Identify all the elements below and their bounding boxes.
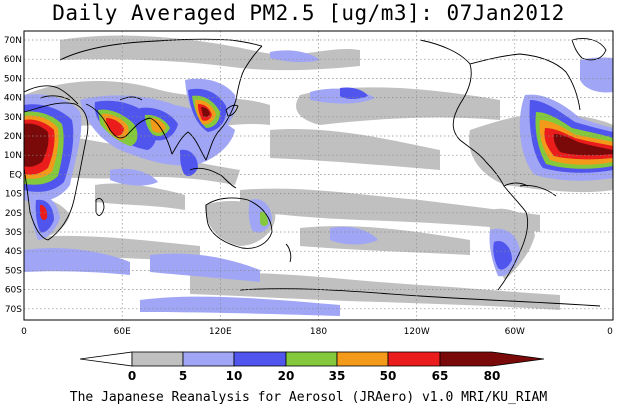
colorbar-segment-6 <box>387 351 441 367</box>
lat-label: 50N <box>4 74 22 84</box>
lon-label: 60W <box>505 327 525 337</box>
lat-label: 20S <box>5 209 22 219</box>
colorbar-segment-1 <box>131 351 184 367</box>
lon-label: 180 <box>310 327 327 337</box>
lon-label: 60E <box>114 327 131 337</box>
colorbar-segment-4 <box>285 351 338 367</box>
colorbar-labels: 0 5 10 20 35 50 65 80 <box>128 369 501 383</box>
lon-label: 0 <box>607 327 613 337</box>
lat-label: 60S <box>5 286 22 296</box>
colorbar-label: 50 <box>380 369 397 383</box>
colorbar-segment-5 <box>336 351 389 367</box>
lat-label: 50S <box>5 266 22 276</box>
colorbar-label: 0 <box>128 369 136 383</box>
lat-label: 40S <box>5 247 22 257</box>
lat-label: 10S <box>5 190 22 200</box>
lon-label: 0 <box>21 327 27 337</box>
colorbar-segment-2 <box>182 351 235 367</box>
colorbar-label: 5 <box>179 369 187 383</box>
lon-label: 120E <box>209 327 232 337</box>
colorbar-label: 10 <box>226 369 243 383</box>
pm25-shading <box>24 35 613 316</box>
colorbar-label: 80 <box>484 369 501 383</box>
lat-label: 60N <box>4 55 22 65</box>
footer-credit: The Japanese Reanalysis for Aerosol (JRA… <box>69 390 548 405</box>
colorbar-segment-7 <box>439 351 545 367</box>
lon-label: 120W <box>404 327 430 337</box>
lat-label: 70N <box>4 36 22 46</box>
colorbar-segment-3 <box>233 351 287 367</box>
lat-label: 40N <box>4 94 22 104</box>
lat-label: 10N <box>4 151 22 161</box>
colorbar <box>79 351 545 367</box>
lat-label: 20N <box>4 132 22 142</box>
map-frame <box>23 30 614 321</box>
lat-label: 30S <box>5 228 22 238</box>
latitude-labels: 70N 60N 50N 40N 30N 20N 10N EQ 10S 20S 3… <box>4 36 22 315</box>
lat-label: 30N <box>4 113 22 123</box>
colorbar-label: 35 <box>329 369 346 383</box>
lat-label: EQ <box>9 170 22 180</box>
longitude-labels: 0 60E 120E 180 120W 60W 0 <box>21 327 613 337</box>
colorbar-segment-0 <box>79 351 133 367</box>
colorbar-label: 65 <box>432 369 449 383</box>
colorbar-label: 20 <box>278 369 295 383</box>
lat-lon-grid <box>24 31 613 320</box>
coastlines <box>24 38 607 307</box>
lat-label: 70S <box>5 305 22 315</box>
map-title: Daily Averaged PM2.5 [ug/m3]: 07Jan2012 <box>52 1 565 25</box>
